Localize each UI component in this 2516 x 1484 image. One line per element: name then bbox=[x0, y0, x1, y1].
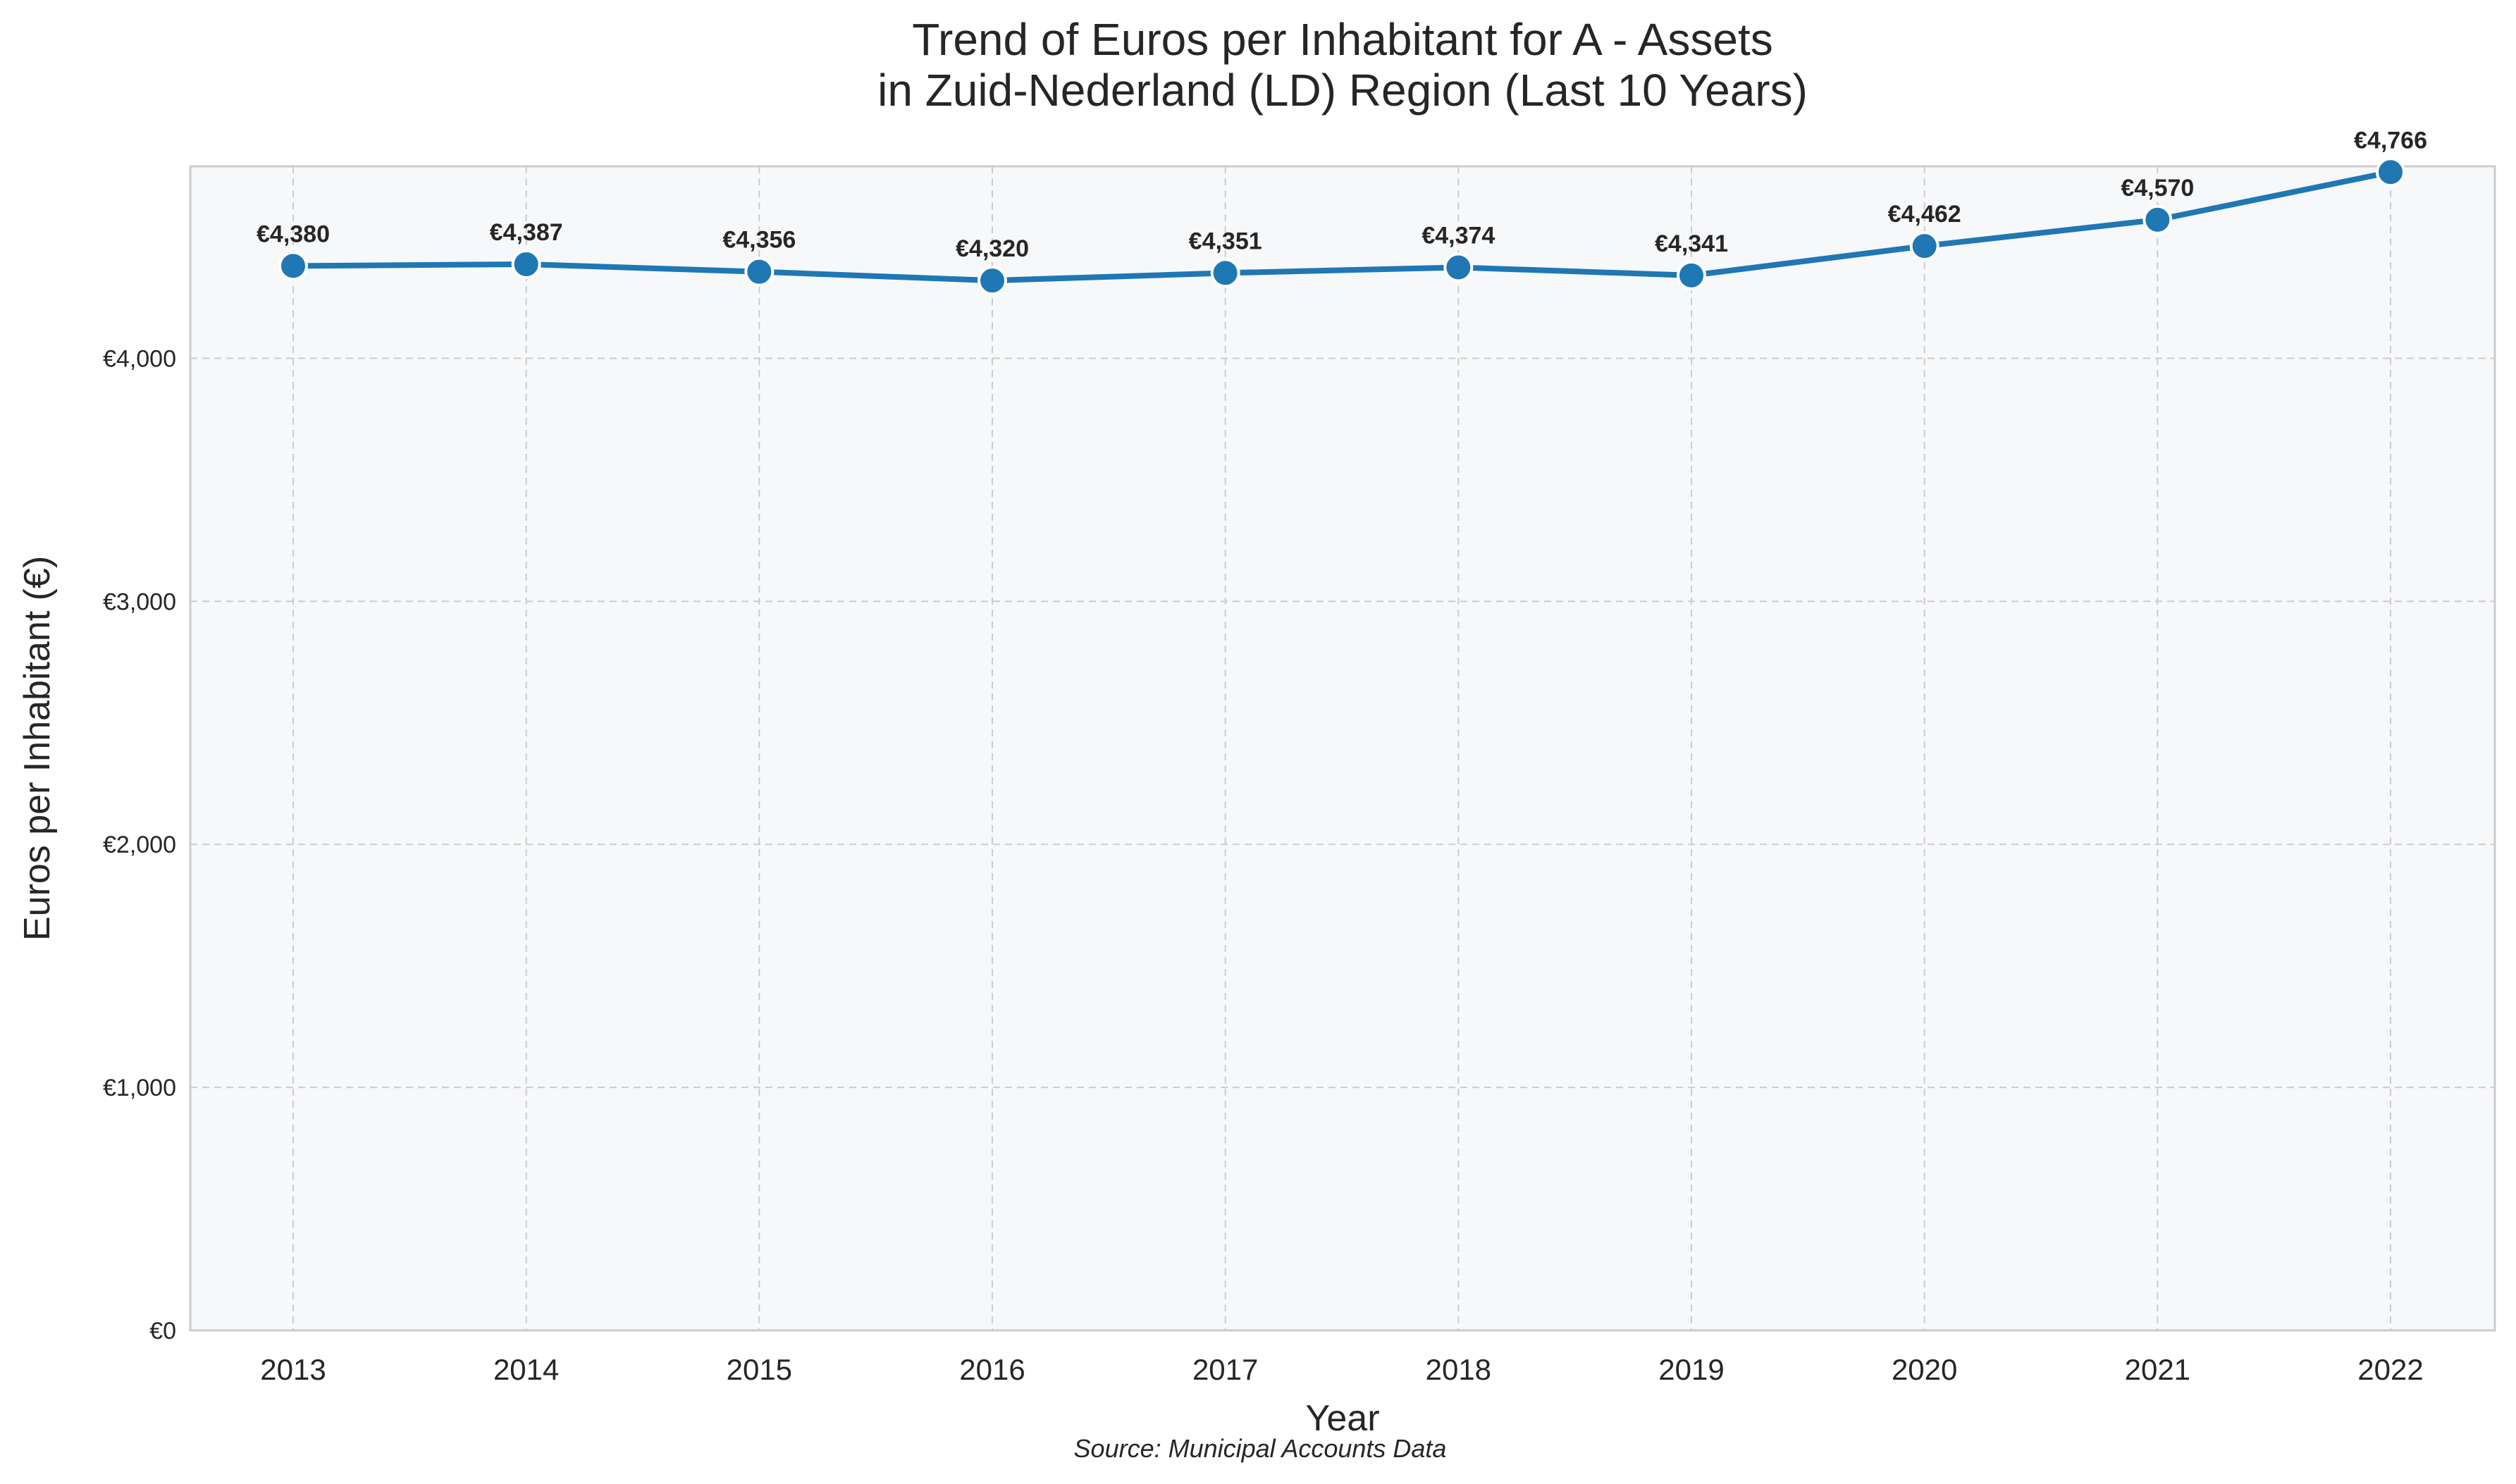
data-point-marker bbox=[1677, 260, 1706, 290]
data-point-label: €4,374 bbox=[1422, 222, 1495, 249]
x-tick-label: 2017 bbox=[1192, 1353, 1258, 1386]
y-tick-label: €3,000 bbox=[103, 588, 176, 615]
data-point-label: €4,570 bbox=[2121, 175, 2194, 202]
x-axis-ticks: 2013 2014 2015 2016 2017 2018 2019 2020 2021 2022 bbox=[260, 1353, 2423, 1386]
x-tick-label: 2016 bbox=[959, 1353, 1025, 1386]
data-point-label: €4,462 bbox=[1888, 201, 1961, 228]
plot-area bbox=[190, 166, 2495, 1330]
x-tick-label: 2021 bbox=[2125, 1353, 2190, 1386]
chart-title-line-1: Trend of Euros per Inhabitant for A - As… bbox=[912, 14, 1772, 65]
series-line bbox=[290, 169, 2393, 284]
data-point-label: €4,341 bbox=[1655, 230, 1728, 257]
data-point-label: €4,356 bbox=[722, 227, 796, 254]
data-point-label: €4,380 bbox=[257, 221, 330, 247]
chart-title-line-2: in Zuid-Nederland (LD) Region (Last 10 Y… bbox=[877, 65, 1808, 116]
data-labels: €4,380 €4,387 €4,356 €4,320 €4,351 €4,374 €4,3… bbox=[257, 127, 2427, 262]
data-point-marker bbox=[511, 249, 541, 279]
data-point-marker bbox=[2376, 157, 2405, 187]
x-tick-label: 2020 bbox=[1892, 1353, 1957, 1386]
y-tick-label: €1,000 bbox=[103, 1075, 176, 1101]
source-note: Source: Municipal Accounts Data bbox=[1074, 1434, 1447, 1463]
plot-frame bbox=[189, 165, 2496, 1332]
gridlines bbox=[190, 166, 2495, 1331]
x-tick-label: 2019 bbox=[1658, 1353, 1724, 1386]
y-axis-ticks: €0 €1,000 €2,000 €3,000 €4,000 bbox=[103, 345, 176, 1344]
x-axis-label: Year bbox=[1305, 1398, 1379, 1439]
data-point-marker bbox=[1443, 252, 1474, 283]
x-tick-label: 2018 bbox=[1426, 1353, 1491, 1386]
data-point-label: €4,351 bbox=[1189, 228, 1262, 254]
data-point-label: €4,387 bbox=[490, 219, 563, 246]
data-point-marker bbox=[978, 266, 1007, 296]
series-a-assets bbox=[290, 169, 2393, 284]
y-axis-label: Euros per Inhabitant (€) bbox=[17, 556, 58, 941]
x-tick-label: 2022 bbox=[2357, 1353, 2423, 1386]
data-point-label: €4,766 bbox=[2354, 127, 2427, 154]
data-point-marker bbox=[1909, 231, 1940, 261]
x-tick-label: 2014 bbox=[493, 1353, 559, 1386]
series-markers bbox=[278, 157, 2405, 296]
y-tick-label: €0 bbox=[149, 1318, 176, 1344]
x-tick-label: 2015 bbox=[727, 1353, 792, 1386]
data-point-marker bbox=[744, 256, 775, 287]
data-point-marker bbox=[1210, 258, 1240, 288]
x-tick-label: 2013 bbox=[260, 1353, 326, 1386]
data-point-label: €4,320 bbox=[956, 235, 1029, 262]
y-tick-label: €4,000 bbox=[103, 345, 176, 372]
data-point-marker bbox=[278, 251, 308, 281]
y-tick-label: €2,000 bbox=[103, 831, 176, 858]
axes-spines bbox=[189, 165, 2496, 1332]
data-point-marker bbox=[2142, 204, 2173, 235]
